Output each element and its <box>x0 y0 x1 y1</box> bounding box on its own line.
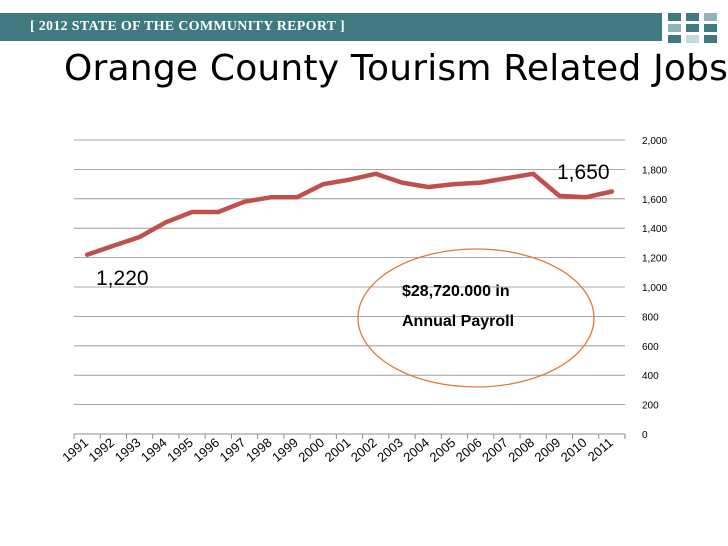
data-point <box>243 200 247 204</box>
decorative-square <box>686 24 699 32</box>
x-tick-label: 2011 <box>585 435 616 464</box>
data-point <box>426 185 430 189</box>
data-point <box>400 181 404 185</box>
data-point <box>531 172 535 176</box>
data-point <box>295 195 299 199</box>
y-tick-label: 200 <box>642 401 659 412</box>
data-point <box>584 195 588 199</box>
data-point <box>452 182 456 186</box>
data-point <box>348 178 351 182</box>
decorative-square <box>668 35 681 43</box>
start-value-label: 1,220 <box>96 267 149 290</box>
payroll-highlight-ellipse <box>357 248 595 388</box>
data-point <box>269 195 273 199</box>
payroll-annotation-line1: $28,720.000 in <box>402 283 510 300</box>
y-tick-label: 1,400 <box>642 224 667 235</box>
data-point <box>111 244 115 248</box>
x-tick-label: 2008 <box>505 435 537 465</box>
x-tick-label: 2006 <box>453 435 485 465</box>
x-tick-label: 2004 <box>400 435 432 465</box>
y-tick-label: 2,000 <box>642 136 667 147</box>
banner-title: [ 2012 STATE OF THE COMMUNITY REPORT ] <box>30 19 345 34</box>
slide-title: Orange County Tourism Related Jobs <box>64 48 728 89</box>
data-point <box>164 220 168 224</box>
data-point <box>374 172 378 176</box>
decorative-square <box>668 24 681 32</box>
x-tick-label: 1992 <box>85 435 117 465</box>
decorative-square <box>686 35 699 43</box>
data-point <box>505 176 509 180</box>
data-point <box>85 253 89 257</box>
y-tick-label: 600 <box>642 342 659 353</box>
x-tick-label: 1993 <box>112 435 144 465</box>
data-point <box>138 235 142 239</box>
x-tick-label: 1995 <box>164 435 196 465</box>
data-point <box>216 210 220 214</box>
y-tick-label: 0 <box>642 430 648 441</box>
x-tick-label: 2002 <box>348 435 380 465</box>
decorative-square <box>704 24 717 32</box>
y-tick-label: 1,600 <box>642 195 667 206</box>
y-tick-label: 400 <box>642 371 659 382</box>
x-tick-label: 1994 <box>138 435 170 465</box>
y-tick-label: 1,200 <box>642 254 667 265</box>
x-tick-label: 2007 <box>479 435 511 465</box>
x-tick-label: 1997 <box>217 435 249 465</box>
data-point <box>610 189 614 193</box>
data-point <box>557 194 561 198</box>
payroll-annotation-line2: Annual Payroll <box>402 313 514 330</box>
x-tick-label: 2005 <box>427 435 459 465</box>
decorative-square <box>704 35 717 43</box>
end-value-label: 1,650 <box>557 161 610 184</box>
decorative-square <box>686 13 699 21</box>
x-tick-label: 2000 <box>295 435 327 465</box>
decorative-square <box>668 13 681 21</box>
x-tick-label: 2003 <box>374 435 406 465</box>
y-tick-label: 800 <box>642 312 659 323</box>
x-tick-label: 2001 <box>322 435 354 465</box>
data-point <box>190 210 194 214</box>
report-banner: [ 2012 STATE OF THE COMMUNITY REPORT ] <box>0 13 662 41</box>
x-tick-label: 2009 <box>532 435 564 465</box>
decorative-squares <box>668 13 728 45</box>
x-tick-label: 1998 <box>243 435 275 465</box>
y-tick-label: 1,000 <box>642 283 667 294</box>
x-tick-label: 1996 <box>190 435 222 465</box>
decorative-square <box>704 13 717 21</box>
series-line <box>84 171 615 257</box>
data-point <box>479 181 483 185</box>
data-point <box>321 182 325 186</box>
x-tick-label: 1991 <box>59 435 91 465</box>
y-tick-label: 1,800 <box>642 165 667 176</box>
x-tick-label: 2010 <box>558 435 590 465</box>
x-tick-label: 1999 <box>269 435 301 465</box>
